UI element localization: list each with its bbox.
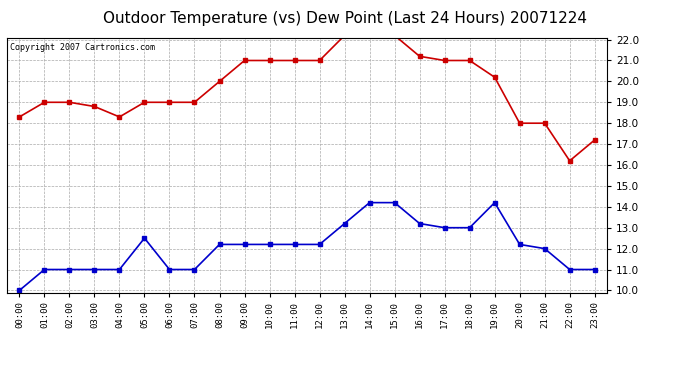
- Text: Outdoor Temperature (vs) Dew Point (Last 24 Hours) 20071224: Outdoor Temperature (vs) Dew Point (Last…: [103, 11, 587, 26]
- Text: Copyright 2007 Cartronics.com: Copyright 2007 Cartronics.com: [10, 43, 155, 52]
